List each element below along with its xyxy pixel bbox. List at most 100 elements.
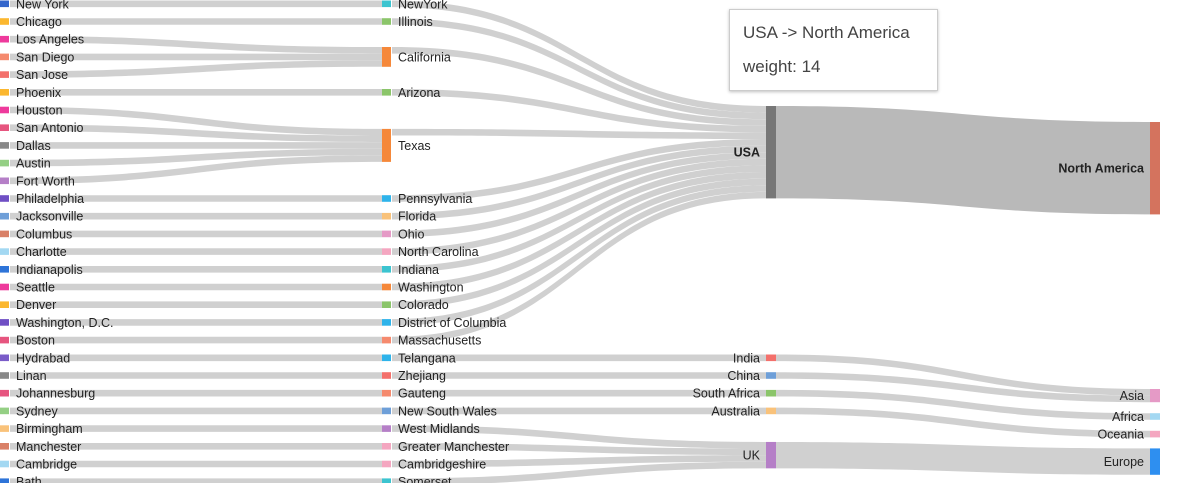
link-houston-to-texas[interactable] bbox=[10, 106, 382, 136]
node-zhejiang[interactable] bbox=[382, 372, 391, 379]
link-san-diego-to-california[interactable] bbox=[10, 53, 382, 61]
link-zhejiang-to-china[interactable] bbox=[392, 372, 766, 379]
node-cambridgeshire[interactable] bbox=[382, 460, 391, 468]
link-telangana-to-india[interactable] bbox=[392, 354, 766, 362]
node-north-carolina[interactable] bbox=[382, 248, 391, 255]
link-washington-d-c-to-district-of-columbia[interactable] bbox=[10, 319, 382, 326]
node-pennsylvania[interactable] bbox=[382, 195, 391, 202]
node-denver[interactable] bbox=[0, 301, 9, 308]
link-florida-to-usa[interactable] bbox=[392, 145, 766, 220]
node-china[interactable] bbox=[766, 372, 776, 379]
link-san-jose-to-california[interactable] bbox=[10, 60, 382, 78]
link-illinois-to-usa[interactable] bbox=[392, 18, 766, 120]
node-massachusetts[interactable] bbox=[382, 336, 391, 344]
link-arizona-to-usa[interactable] bbox=[392, 89, 766, 133]
link-colorado-to-usa[interactable] bbox=[392, 178, 766, 308]
node-oceania[interactable] bbox=[1150, 430, 1160, 438]
node-texas[interactable] bbox=[382, 128, 391, 162]
link-linan-to-zhejiang[interactable] bbox=[10, 372, 382, 379]
node-north-america[interactable] bbox=[1150, 122, 1160, 215]
link-indiana-to-usa[interactable] bbox=[392, 165, 766, 273]
node-san-antonio[interactable] bbox=[0, 124, 9, 131]
node-asia[interactable] bbox=[1150, 389, 1160, 403]
link-denver-to-colorado[interactable] bbox=[10, 301, 382, 308]
link-boston-to-massachusetts[interactable] bbox=[10, 336, 382, 344]
link-johannesburg-to-gauteng[interactable] bbox=[10, 389, 382, 397]
node-boston[interactable] bbox=[0, 336, 9, 344]
node-india[interactable] bbox=[766, 354, 776, 362]
link-philadelphia-to-pennsylvania[interactable] bbox=[10, 195, 382, 202]
link-san-antonio-to-texas[interactable] bbox=[10, 124, 382, 143]
node-houston[interactable] bbox=[0, 106, 9, 114]
link-hydrabad-to-telangana[interactable] bbox=[10, 354, 382, 362]
node-california[interactable] bbox=[382, 47, 391, 67]
link-new-south-wales-to-australia[interactable] bbox=[392, 407, 766, 415]
link-somerset-to-uk[interactable] bbox=[392, 461, 766, 483]
node-hydrabad[interactable] bbox=[0, 354, 9, 362]
link-los-angeles-to-california[interactable] bbox=[10, 35, 382, 54]
node-columbus[interactable] bbox=[0, 230, 9, 238]
link-usa-to-north-america[interactable] bbox=[776, 106, 1150, 215]
node-indianapolis[interactable] bbox=[0, 266, 9, 273]
node-bath[interactable] bbox=[0, 478, 9, 483]
node-philadelphia[interactable] bbox=[0, 195, 9, 202]
node-sydney[interactable] bbox=[0, 407, 9, 415]
link-charlotte-to-north-carolina[interactable] bbox=[10, 248, 382, 255]
node-west-midlands[interactable] bbox=[382, 425, 391, 432]
link-fort-worth-to-texas[interactable] bbox=[10, 155, 382, 185]
link-gauteng-to-south-africa[interactable] bbox=[392, 389, 766, 397]
node-ohio[interactable] bbox=[382, 230, 391, 238]
link-australia-to-oceania[interactable] bbox=[776, 407, 1150, 438]
node-fort-worth[interactable] bbox=[0, 177, 9, 185]
node-san-jose[interactable] bbox=[0, 71, 9, 78]
link-columbus-to-ohio[interactable] bbox=[10, 230, 382, 238]
link-manchester-to-greater-manchester[interactable] bbox=[10, 443, 382, 450]
node-usa[interactable] bbox=[766, 106, 776, 199]
node-uk[interactable] bbox=[766, 441, 776, 469]
node-newyork[interactable] bbox=[382, 0, 391, 8]
link-india-to-asia[interactable] bbox=[776, 354, 1150, 396]
link-phoenix-to-arizona[interactable] bbox=[10, 89, 382, 96]
node-australia[interactable] bbox=[766, 407, 776, 415]
link-district-of-columbia-to-usa[interactable] bbox=[392, 185, 766, 326]
node-gauteng[interactable] bbox=[382, 389, 391, 397]
node-illinois[interactable] bbox=[382, 18, 391, 25]
node-chicago[interactable] bbox=[0, 18, 9, 25]
node-charlotte[interactable] bbox=[0, 248, 9, 255]
node-greater-manchester[interactable] bbox=[382, 443, 391, 450]
node-florida[interactable] bbox=[382, 212, 391, 220]
node-seattle[interactable] bbox=[0, 283, 9, 291]
link-jacksonville-to-florida[interactable] bbox=[10, 212, 382, 220]
node-san-diego[interactable] bbox=[0, 53, 9, 61]
node-johannesburg[interactable] bbox=[0, 389, 9, 397]
node-washington[interactable] bbox=[382, 283, 391, 291]
link-ohio-to-usa[interactable] bbox=[392, 152, 766, 238]
link-west-midlands-to-uk[interactable] bbox=[392, 425, 766, 449]
link-cambridgeshire-to-uk[interactable] bbox=[392, 455, 766, 468]
node-birmingham[interactable] bbox=[0, 425, 9, 432]
node-south-africa[interactable] bbox=[766, 389, 776, 397]
node-district-of-columbia[interactable] bbox=[382, 319, 391, 326]
link-massachusetts-to-usa[interactable] bbox=[392, 191, 766, 344]
node-austin[interactable] bbox=[0, 159, 9, 167]
node-new-york[interactable] bbox=[0, 0, 9, 8]
link-greater-manchester-to-uk[interactable] bbox=[392, 443, 766, 456]
link-washington-to-usa[interactable] bbox=[392, 172, 766, 291]
node-los-angeles[interactable] bbox=[0, 35, 9, 43]
link-south-africa-to-africa[interactable] bbox=[776, 389, 1150, 420]
node-manchester[interactable] bbox=[0, 443, 9, 450]
node-new-south-wales[interactable] bbox=[382, 407, 391, 415]
link-cambridge-to-cambridgeshire[interactable] bbox=[10, 460, 382, 468]
node-cambridge[interactable] bbox=[0, 460, 9, 468]
link-dallas-to-texas[interactable] bbox=[10, 142, 382, 149]
link-california-to-usa[interactable] bbox=[392, 47, 766, 126]
node-colorado[interactable] bbox=[382, 301, 391, 308]
node-telangana[interactable] bbox=[382, 354, 391, 362]
link-north-carolina-to-usa[interactable] bbox=[392, 158, 766, 255]
node-somerset[interactable] bbox=[382, 478, 391, 483]
node-phoenix[interactable] bbox=[0, 89, 9, 96]
link-austin-to-texas[interactable] bbox=[10, 148, 382, 167]
node-washington-d-c[interactable] bbox=[0, 319, 9, 326]
node-dallas[interactable] bbox=[0, 142, 9, 149]
node-jacksonville[interactable] bbox=[0, 212, 9, 220]
